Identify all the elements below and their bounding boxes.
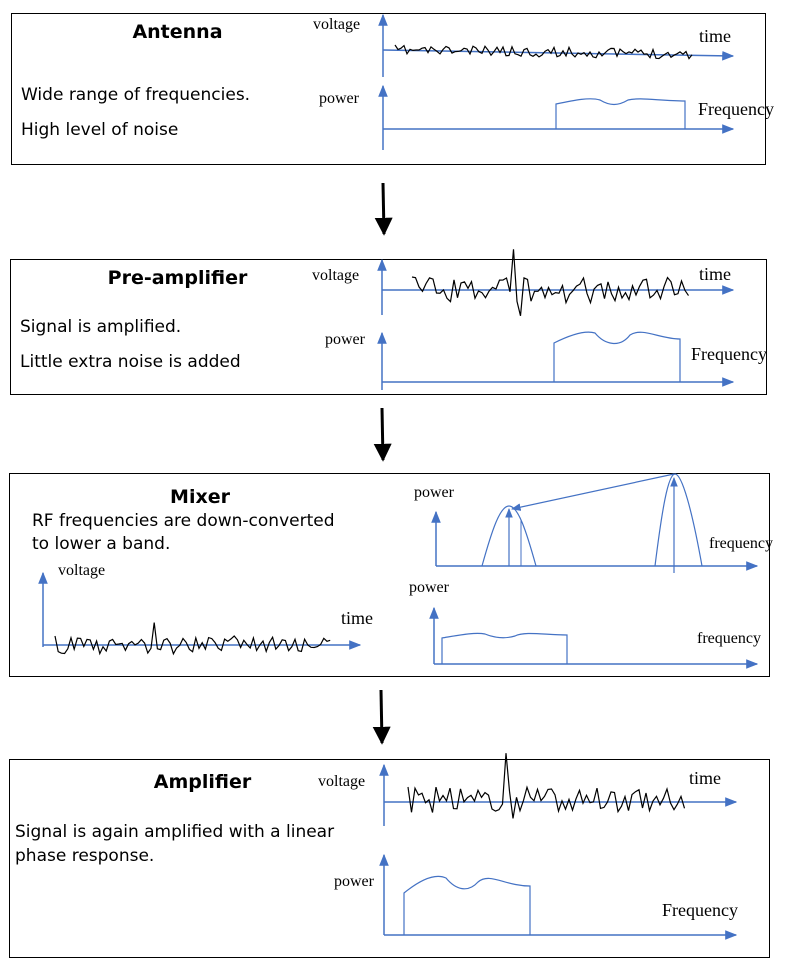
antenna-voltage-label: voltage [313, 16, 361, 33]
amplifier-time-label: time [689, 768, 721, 788]
mixer-frequency-bottom-label: frequency [697, 630, 761, 647]
mixer-low-band-peak [481, 505, 537, 567]
amplifier-title: Amplifier [153, 771, 252, 793]
arrow-preamp-to-mixer [373, 407, 392, 462]
mixer-power-top-label: power [414, 484, 454, 501]
mixer-rf-spectrum-plot [431, 473, 759, 573]
preamp-time-label: time [699, 264, 731, 284]
preamp-time-plot [377, 249, 735, 316]
mixer-rf-band-peak [654, 473, 703, 567]
mixer-line-1: RF frequencies are down-converted [32, 511, 335, 531]
amplifier-time-plot [379, 753, 738, 826]
mixer-voltage-label: voltage [58, 562, 106, 579]
mixer-title: Mixer [170, 486, 230, 508]
amplifier-power-label: power [334, 873, 374, 890]
antenna-frequency-label: Frequency [698, 99, 774, 119]
mixer-frequency-top-label: frequency [709, 535, 773, 552]
arrow-antenna-to-preamp [374, 182, 393, 236]
preamp-box [10, 259, 767, 395]
antenna-line-2: High level of noise [21, 120, 179, 140]
preamp-spectrum-plot [377, 331, 735, 390]
preamp-line-1: Signal is amplified. [20, 317, 182, 337]
mixer-time-label: time [341, 608, 373, 628]
antenna-spectrum-plot [378, 84, 735, 150]
antenna-time-label: time [699, 26, 731, 46]
antenna-line-1: Wide range of frequencies. [21, 85, 251, 105]
amplifier-spectrum-plot [379, 853, 738, 940]
antenna-noise-trace [394, 44, 693, 60]
amplifier-noise-trace [407, 753, 686, 819]
mixer-downconvert-arrow [511, 473, 675, 511]
preamp-line-2: Little extra noise is added [20, 352, 241, 372]
antenna-box [11, 13, 766, 165]
antenna-power-label: power [319, 90, 359, 107]
preamp-voltage-label: voltage [312, 267, 360, 284]
mixer-power-bottom-label: power [409, 579, 449, 596]
mixer-line-2: to lower a band. [32, 534, 171, 554]
arrow-mixer-to-amplifier [372, 689, 391, 745]
amplifier-voltage-label: voltage [318, 773, 366, 790]
antenna-spectrum-band [555, 98, 686, 129]
mixer-time-plot [38, 571, 362, 656]
mixer-box [9, 473, 770, 677]
preamp-spectrum-band [553, 331, 681, 382]
antenna-title: Antenna [132, 21, 223, 43]
mixer-if-band [441, 632, 568, 664]
preamp-frequency-label: Frequency [691, 344, 767, 364]
antenna-time-plot [378, 13, 735, 77]
amplifier-spectrum-band [403, 875, 531, 935]
amplifier-line-2: phase response. [15, 846, 155, 866]
mixer-if-spectrum-plot [429, 606, 759, 669]
amplifier-frequency-label: Frequency [662, 900, 738, 920]
preamp-power-label: power [325, 331, 365, 348]
preamp-noise-trace [411, 249, 689, 316]
mixer-noise-trace [54, 622, 331, 656]
preamp-title: Pre-amplifier [107, 267, 248, 289]
amplifier-box [9, 759, 770, 958]
amplifier-line-1: Signal is again amplified with a linear [15, 822, 335, 842]
